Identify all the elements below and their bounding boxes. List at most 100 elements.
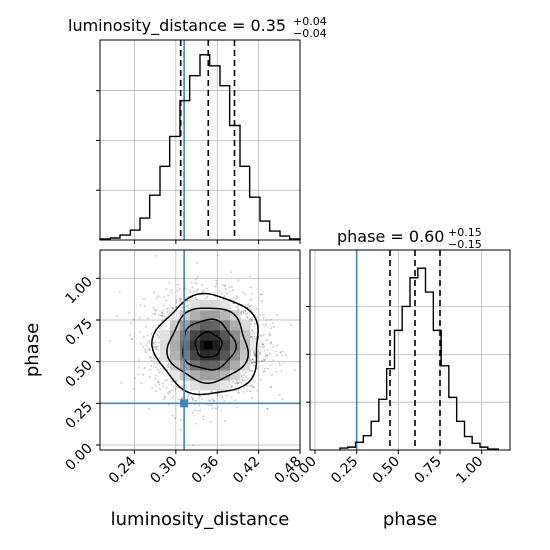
density-cell [220,310,231,321]
scatter-point [264,324,267,327]
title-upper-error: +0.04 [293,15,327,28]
scatter-point [259,353,262,355]
scatter-point [252,386,255,388]
panel-frame [99,39,301,241]
scatter-point [154,366,157,369]
scatter-point [170,384,173,386]
scatter-point [266,353,269,356]
scatter-point [231,385,234,388]
scatter-point [167,366,170,368]
scatter-point [260,360,263,362]
truth-marker [180,399,189,408]
scatter-point [195,278,197,281]
density-cell [190,350,201,361]
scatter-point [236,296,239,298]
scatter-point [251,336,253,339]
density-cell [220,330,231,341]
density-cell [160,340,171,351]
scatter-point [158,371,160,373]
scatter-point [252,337,254,340]
scatter-point [160,311,163,313]
density-cell [220,340,231,351]
scatter-point [224,420,226,422]
density-cell [190,360,201,371]
density-cell [190,330,201,341]
scatter-point [179,300,182,302]
scatter-point [167,294,170,297]
scatter-point [236,305,239,308]
scatter-point [263,370,266,372]
scatter-point [251,333,253,335]
scatter-point [223,295,226,298]
density-cell [200,300,211,311]
y-tick-label: 0.50 [62,357,95,390]
scatter-point [188,307,190,309]
density-cell [190,310,201,321]
scatter-point [262,323,264,326]
scatter-point [157,380,160,383]
scatter-point [261,360,264,362]
scatter-point [202,418,205,421]
x-tick-label: 0.30 [147,454,180,487]
scatter-point [196,288,199,291]
scatter-point [245,315,248,318]
density-cell [210,310,221,321]
density-contour [151,292,259,396]
scatter-point [235,381,238,384]
density-cell [180,310,191,321]
scatter-point [246,390,249,392]
scatter-point [155,309,157,311]
scatter-point [179,298,182,300]
scatter-point [262,371,265,373]
scatter-point [161,312,164,315]
scatter-point [249,390,252,393]
density-cell [230,340,241,351]
scatter-point [263,349,266,352]
scatter-point [108,340,111,342]
scatter-point [260,334,263,337]
scatter-point [143,305,146,308]
scatter-point [253,325,256,328]
scatter-point [163,385,165,388]
scatter-point [282,350,285,353]
scatter-point [237,382,239,384]
scatter-point [207,403,209,406]
scatter-point [171,389,174,392]
density-cell [170,350,181,361]
x-tick-labels: 0.00 0.25 0.50 0.75 1.00 [286,454,486,487]
scatter-point [274,350,277,353]
panel-hist-phase: 0.00 0.25 0.50 0.75 1.00 phase = 0.60 +0.15 … [286,226,511,530]
scatter-point [175,380,178,383]
scatter-point [263,359,266,362]
scatter-point [152,341,155,344]
density-cell [220,360,231,371]
density-contour [166,307,250,385]
density-cell [190,370,201,381]
scatter-point [198,395,201,398]
scatter-point [155,341,157,344]
scatter-point [195,291,198,293]
scatter-point [198,397,201,400]
scatter-point [144,351,147,354]
scatter-point [232,289,235,292]
scatter-point [171,306,174,309]
scatter-point [155,297,158,299]
scatter-point [265,323,267,325]
density-cell [240,320,251,331]
scatter-point [257,360,260,363]
scatter-point [170,289,173,292]
density-cell [180,350,191,361]
x-axis-label-luminosity-distance: luminosity_distance [111,509,290,530]
scatter-point [254,353,256,356]
scatter-point [160,314,163,317]
scatter-point [262,333,265,336]
scatter-point [242,311,245,313]
scatter-point [221,396,224,399]
scatter-point [185,305,187,307]
density-cell [220,320,231,331]
scatter-point [180,396,183,399]
scatter-point [178,297,181,300]
scatter-point [223,400,226,402]
scatter-point [156,333,159,336]
y-axis-label-phase: phase [22,323,43,377]
